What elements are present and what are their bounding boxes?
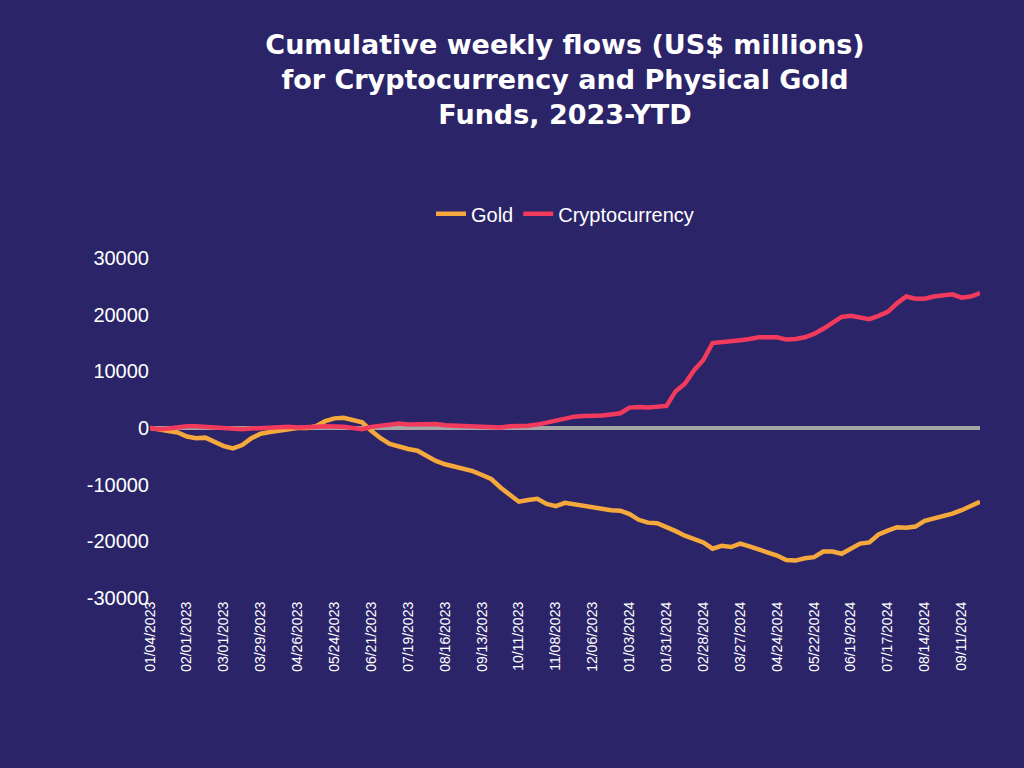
svg-text:04/24/2024: 04/24/2024 xyxy=(769,602,785,672)
svg-text:02/28/2024: 02/28/2024 xyxy=(695,602,711,672)
svg-text:07/17/2024: 07/17/2024 xyxy=(879,602,895,672)
svg-text:02/01/2023: 02/01/2023 xyxy=(178,602,194,672)
svg-text:-10000: -10000 xyxy=(87,474,149,496)
svg-text:07/19/2023: 07/19/2023 xyxy=(400,602,416,672)
svg-text:01/03/2024: 01/03/2024 xyxy=(621,602,637,672)
svg-text:10000: 10000 xyxy=(93,360,149,382)
svg-text:10/11/2023: 10/11/2023 xyxy=(510,602,526,671)
svg-text:03/27/2024: 03/27/2024 xyxy=(732,602,748,672)
svg-text:11/08/2023: 11/08/2023 xyxy=(547,602,563,671)
svg-text:09/13/2023: 09/13/2023 xyxy=(474,602,490,672)
svg-text:08/16/2023: 08/16/2023 xyxy=(437,602,453,672)
svg-text:-30000: -30000 xyxy=(87,587,149,609)
svg-text:Cumulative weekly flows (US$ m: Cumulative weekly flows (US$ millions)fo… xyxy=(265,29,864,130)
svg-text:01/31/2024: 01/31/2024 xyxy=(658,602,674,672)
svg-text:05/24/2023: 05/24/2023 xyxy=(326,602,342,672)
svg-text:-20000: -20000 xyxy=(87,530,149,552)
svg-text:01/04/2023: 01/04/2023 xyxy=(142,602,158,672)
svg-text:03/01/2023: 03/01/2023 xyxy=(215,602,231,672)
svg-text:09/11/2024: 09/11/2024 xyxy=(953,602,969,671)
svg-text:0: 0 xyxy=(138,417,149,439)
svg-text:08/14/2024: 08/14/2024 xyxy=(916,602,932,672)
svg-text:12/06/2023: 12/06/2023 xyxy=(584,602,600,672)
svg-text:20000: 20000 xyxy=(93,304,149,326)
svg-text:Gold: Gold xyxy=(471,204,513,226)
svg-text:04/26/2023: 04/26/2023 xyxy=(289,602,305,672)
svg-text:Cryptocurrency: Cryptocurrency xyxy=(558,204,694,226)
svg-text:06/21/2023: 06/21/2023 xyxy=(363,602,379,672)
svg-text:03/29/2023: 03/29/2023 xyxy=(252,602,268,672)
svg-text:06/19/2024: 06/19/2024 xyxy=(842,602,858,672)
svg-text:05/22/2024: 05/22/2024 xyxy=(806,602,822,672)
svg-text:30000: 30000 xyxy=(93,247,149,269)
